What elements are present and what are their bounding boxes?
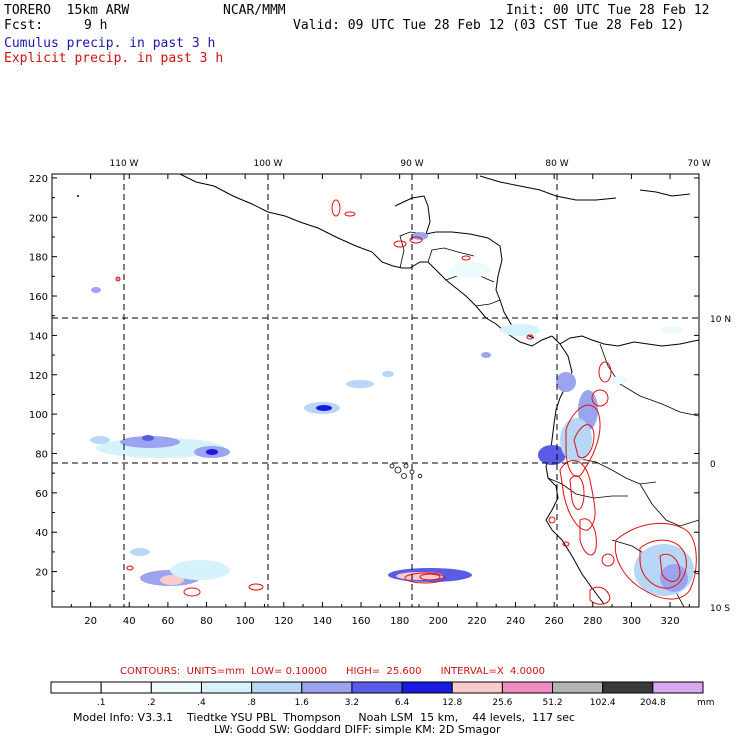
- x-tick-label: 100: [236, 616, 255, 627]
- lon-label: 80 W: [545, 159, 568, 169]
- x-tick-label: 300: [622, 616, 641, 627]
- coastline-yucatan: [394, 195, 535, 339]
- colorbar-level-label: .4: [197, 698, 206, 708]
- colorbar-level-label: 6.4: [395, 698, 410, 708]
- colorbar-level-label: .2: [147, 698, 156, 708]
- colorbar-unit: mm: [697, 698, 715, 708]
- colorbar-swatch: [251, 681, 303, 694]
- init-time: Init: 00 UTC Tue 28 Feb 12: [506, 3, 710, 18]
- colorbar-swatch: [50, 681, 102, 694]
- colorbar-swatch: [501, 681, 554, 694]
- colorbar-swatch: [301, 681, 353, 694]
- x-tick-label: 80: [200, 616, 213, 627]
- x-tick-label: 320: [660, 616, 679, 627]
- fcst-label: Fcst:: [4, 18, 44, 33]
- colorbar-swatch: [451, 681, 503, 694]
- coastline-south-america: [545, 335, 605, 605]
- lon-label: 110 W: [110, 159, 139, 169]
- y-tick-label: 20: [35, 568, 48, 579]
- y-axis: 220 200 180 160 140 120 100 80 60 40 20: [29, 174, 699, 592]
- y-tick-label: 200: [29, 213, 48, 224]
- longitude-labels: 110 W 100 W 90 W 80 W 70 W: [110, 159, 711, 169]
- colorbar-level-label: 204.8: [640, 698, 666, 708]
- valid-time: Valid: 09 UTC Tue 28 Feb 12 (03 CST Tue …: [293, 18, 685, 33]
- latlon-grid: [52, 174, 699, 607]
- map-frame: [51, 173, 700, 608]
- x-tick-label: 220: [467, 616, 486, 627]
- x-tick-label: 140: [313, 616, 332, 627]
- fcst-value: 9 h: [84, 18, 108, 33]
- footer-model-info: Model Info: V3.3.1 Tiedtke YSU PBL Thomp…: [73, 711, 576, 724]
- galapagos-islands: [389, 463, 423, 479]
- x-tick-label: 40: [123, 616, 136, 627]
- colorbar-level-label: 25.6: [492, 698, 512, 708]
- y-tick-label: 60: [35, 489, 48, 500]
- lat-label: 10 N: [710, 315, 731, 325]
- y-tick-label: 220: [29, 174, 48, 185]
- y-tick-label: 180: [29, 253, 48, 264]
- colorbar-level-label: 3.2: [345, 698, 359, 708]
- y-tick-label: 140: [29, 331, 48, 342]
- x-tick-label: 160: [351, 616, 370, 627]
- y-tick-label: 40: [35, 528, 48, 539]
- colorbar-swatch: [100, 681, 152, 694]
- colorbar-swatch: [552, 681, 604, 694]
- latitude-labels: 10 N 0 10 S: [710, 315, 731, 614]
- y-tick-label: 80: [35, 449, 48, 460]
- colorbar-swatch: [200, 681, 253, 694]
- contours-info: CONTOURS: UNITS=mm LOW= 0.10000 HIGH= 25…: [120, 666, 546, 677]
- lon-label: 90 W: [400, 159, 423, 169]
- y-tick-label: 100: [29, 410, 48, 421]
- colorbar-swatch: [602, 681, 654, 694]
- colorbar: .1.2.4.8 1.6 3.2 6.4 12.8 25.6 51.2 102.4 204.8 …: [50, 681, 715, 708]
- footer-physics-info: LW: Godd SW: Goddard DIFF: simple KM: 2D…: [214, 723, 501, 736]
- colorbar-level-label: 102.4: [590, 698, 616, 708]
- x-tick-label: 240: [506, 616, 525, 627]
- explicit-precip-contours: [115, 199, 697, 605]
- org-label: NCAR/MMM: [223, 3, 286, 18]
- model-title: TORERO 15km ARW: [4, 3, 130, 18]
- x-tick-label: 60: [162, 616, 175, 627]
- y-tick-label: 120: [29, 371, 48, 382]
- x-tick-label: 200: [429, 616, 448, 627]
- colorbar-level-label: .1: [97, 698, 106, 708]
- colorbar-level-label: 12.8: [442, 698, 462, 708]
- lat-label: 10 S: [710, 604, 730, 614]
- lat-label: 0: [710, 460, 716, 470]
- lon-label: 70 W: [687, 159, 710, 169]
- cumulus-precip: [90, 232, 694, 596]
- colorbar-level-label: .8: [247, 698, 256, 708]
- x-axis: 20 40 60 80 100 120 140 160 180 200 220 240 260 280 30…: [70, 174, 690, 627]
- x-tick-label: 20: [84, 616, 97, 627]
- lon-label: 100 W: [254, 159, 283, 169]
- colorbar-swatch: [150, 681, 202, 694]
- x-tick-label: 260: [545, 616, 564, 627]
- x-tick-label: 280: [583, 616, 602, 627]
- colorbar-level-label: 1.6: [295, 698, 310, 708]
- colorbar-level-label: 51.2: [543, 698, 563, 708]
- y-tick-label: 160: [29, 292, 48, 303]
- x-tick-label: 120: [274, 616, 293, 627]
- field-label-cumulus: Cumulus precip. in past 3 h: [4, 36, 216, 51]
- x-tick-label: 180: [390, 616, 409, 627]
- colorbar-swatch: [401, 681, 453, 694]
- colorbar-swatch: [652, 681, 704, 694]
- colorbar-swatch: [351, 681, 403, 694]
- field-label-explicit: Explicit precip. in past 3 h: [4, 51, 224, 66]
- coastline-mexico: [179, 174, 553, 347]
